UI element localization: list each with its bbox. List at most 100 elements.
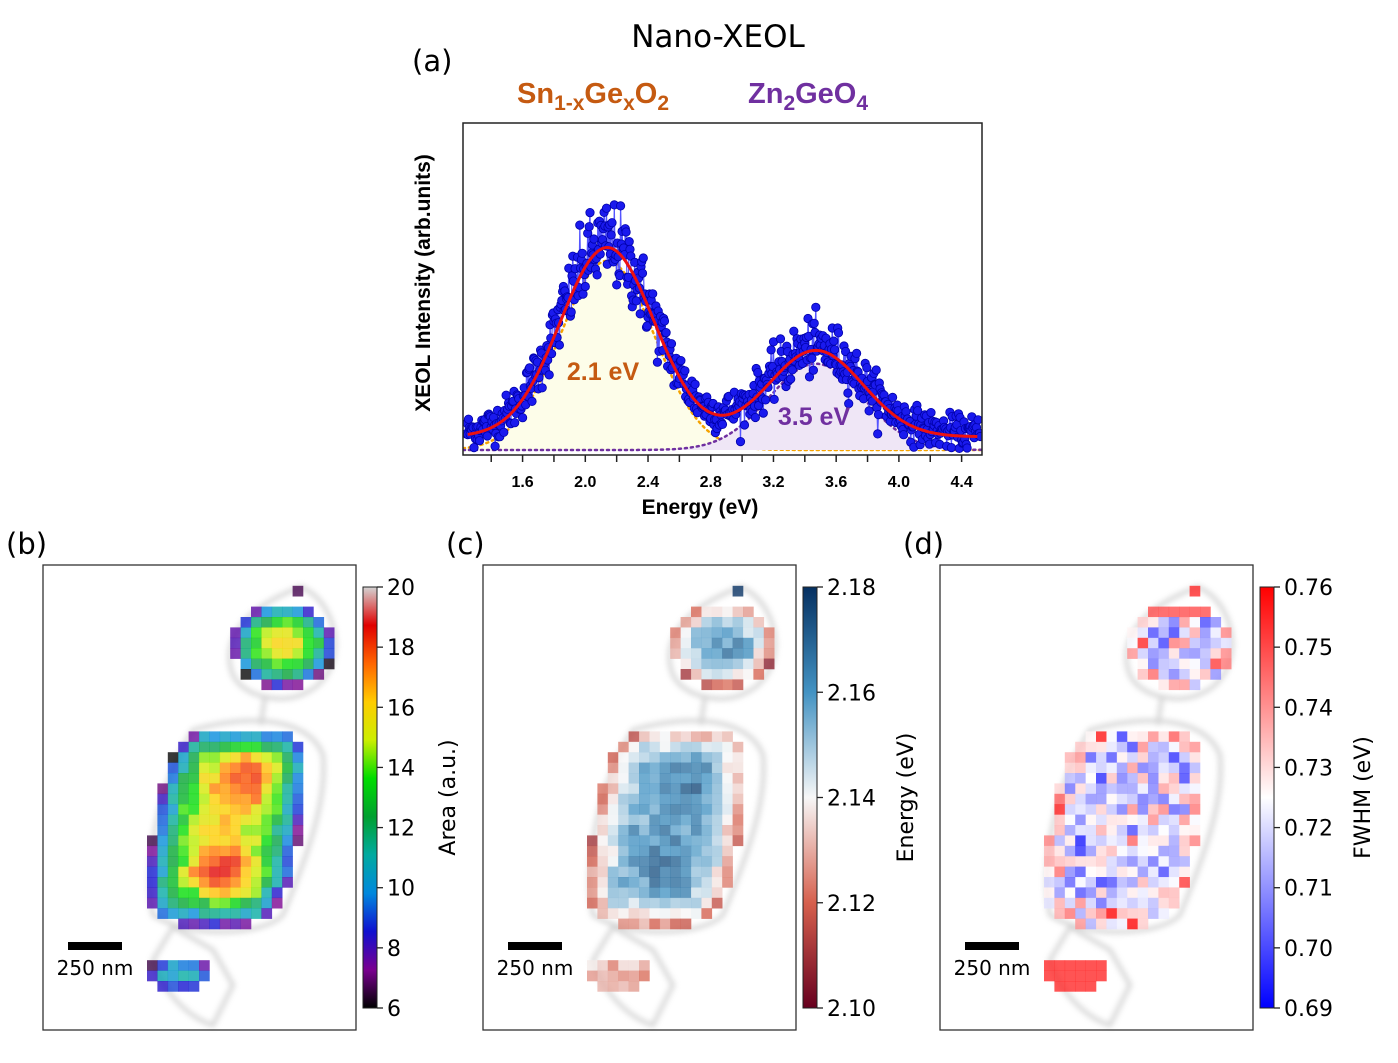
heatmap-cell	[659, 856, 671, 867]
heatmap-cell	[701, 773, 713, 784]
heatmap-cell	[701, 814, 713, 826]
heatmap-cell	[1127, 637, 1138, 649]
heatmap-cell	[628, 970, 640, 982]
heatmap-cell	[639, 793, 650, 805]
heatmap-cell	[670, 825, 681, 836]
heatmap-cell	[230, 866, 241, 878]
heatmap-cell	[628, 866, 640, 878]
heatmap-cell	[649, 866, 661, 878]
heatmap-cell	[607, 783, 619, 795]
heatmap-cell	[1179, 731, 1190, 743]
heatmap-cell	[1106, 825, 1118, 836]
heatmap-cell	[711, 814, 723, 826]
heatmap-cell	[1075, 877, 1086, 888]
fit-curve	[467, 245, 978, 438]
heatmap-cell	[199, 866, 210, 878]
heatmap-cell	[732, 669, 744, 680]
heatmap-cell	[178, 856, 189, 867]
heatmap-cell	[251, 669, 262, 680]
heatmap-cell	[219, 762, 231, 774]
heatmap-cell	[251, 908, 262, 919]
heatmap-cell	[1075, 866, 1086, 878]
heatmap-cell	[251, 783, 262, 795]
heatmap-cell	[1148, 606, 1159, 618]
heatmap-cell	[670, 866, 681, 878]
heatmap-cell	[219, 773, 231, 784]
heatmap-cell	[167, 960, 179, 971]
heatmap-cell	[1200, 606, 1211, 618]
heatmap-cell	[261, 679, 273, 691]
heatmap-cell	[261, 804, 273, 815]
heatmap-cell	[1179, 679, 1190, 691]
heatmap-cell	[1158, 793, 1170, 805]
heatmap-cell	[188, 773, 200, 784]
heatmap-cell	[691, 752, 702, 763]
heatmap-cell	[1189, 793, 1201, 805]
heatmap-cell	[178, 960, 189, 971]
heatmap-cell	[732, 648, 744, 659]
heatmap-cell	[1085, 793, 1097, 805]
heatmap-cell	[607, 877, 619, 888]
heatmap-cell	[240, 866, 252, 878]
heatmap-cell	[157, 783, 169, 795]
heatmap-cell	[1127, 752, 1138, 763]
heatmap-cell	[1168, 679, 1180, 691]
heatmap-cell	[1168, 783, 1180, 795]
heatmap-cell	[670, 637, 681, 649]
heatmap-cell	[240, 762, 252, 774]
heatmap-cell	[188, 866, 200, 878]
heatmap-cell	[188, 804, 200, 815]
heatmap-cell	[1044, 887, 1055, 899]
colorbar-tick-label: 0.69	[1284, 997, 1333, 1022]
heatmap-cell	[251, 658, 262, 670]
heatmap-cell	[1189, 606, 1201, 618]
heatmap-cell	[607, 762, 619, 774]
heatmap-cell	[261, 637, 273, 649]
heatmap-cell	[607, 856, 619, 867]
heatmap-cell	[1148, 627, 1159, 639]
heatmap-cell	[240, 783, 252, 795]
heatmap-cell	[1116, 887, 1128, 899]
data-point	[873, 429, 883, 439]
heatmap-cell	[1064, 752, 1076, 763]
heatmap-cell	[1085, 835, 1097, 847]
heatmap-cell	[1179, 648, 1190, 659]
data-point	[844, 398, 854, 409]
heatmap-cell	[1054, 960, 1066, 971]
heatmap-cell	[1044, 856, 1055, 867]
heatmap-cell	[711, 669, 723, 680]
heatmap-cell	[261, 835, 273, 847]
heatmap-cell	[167, 814, 179, 826]
heatmap-cell	[1168, 648, 1180, 659]
heatmap-cell	[691, 825, 702, 836]
heatmap-cell	[261, 773, 273, 784]
heatmap-cell	[251, 648, 262, 659]
heatmap-cell	[743, 637, 754, 649]
colorbar-tick-label: 0.73	[1284, 756, 1333, 781]
heatmap-cell	[680, 752, 692, 763]
heatmap-cell	[691, 793, 702, 805]
colorbar: 6 8 10 12 14 16 18 20 Area (a.u.)	[362, 576, 461, 1022]
heatmap-cell	[271, 606, 283, 618]
heatmap-cell	[701, 835, 713, 847]
heatmap-cell	[639, 835, 650, 847]
heatmap-cell	[282, 741, 293, 753]
heatmap-cell	[292, 617, 304, 628]
heatmap-cell	[639, 773, 650, 784]
heatmap-cell	[323, 658, 335, 670]
heatmap-cell	[628, 960, 640, 971]
heatmap-cell	[659, 918, 671, 930]
heatmap-cell	[282, 762, 293, 774]
heatmap-cell	[587, 866, 598, 878]
heatmap-cell	[628, 731, 640, 743]
heatmap-cell	[587, 897, 598, 909]
heatmap-cell	[209, 835, 221, 847]
map-panel-d: (d) 250 nm 0.69 0.70 0.71 0.72 0.73 0.74 0.75 0.7…	[903, 527, 1376, 1031]
heatmap-cell	[732, 741, 744, 753]
heatmap-cell	[1168, 658, 1180, 670]
heatmap-cell	[691, 887, 702, 899]
heatmap-cell	[1106, 845, 1118, 857]
heatmap-cell	[199, 970, 210, 982]
heatmap-cell	[1096, 887, 1107, 899]
heatmap-cell	[639, 762, 650, 774]
